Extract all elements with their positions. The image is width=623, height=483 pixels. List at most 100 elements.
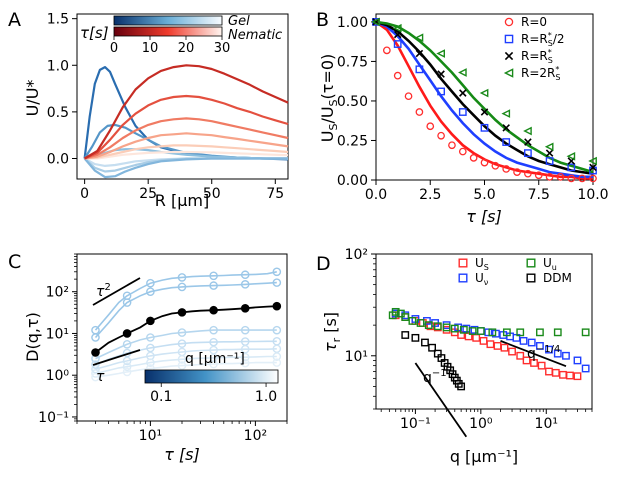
- panel-b-point: [479, 88, 489, 98]
- panel-b-point: [480, 108, 489, 116]
- panel-c-point: [177, 282, 187, 292]
- panel-a-colorbar-gel: [113, 15, 223, 26]
- panel-label-d: D: [316, 253, 331, 275]
- panel-b-point: [393, 30, 402, 39]
- panel-b-point: [589, 174, 597, 183]
- panel-d-legend: US Uu Uν DDM: [458, 256, 572, 287]
- panel-b-x-ticklabel: 10.0: [577, 187, 608, 203]
- panel-a-x-ticklabel: 75: [266, 186, 284, 202]
- panel-d-point: [484, 328, 493, 337]
- panel-c-point: [122, 298, 132, 307]
- panel-d-point: [401, 331, 410, 339]
- panel-d: D 10⁻¹ 10⁰ 10¹ 10¹ 10² q−1/4 q−1 US Uu Uν DDM q…: [316, 247, 593, 466]
- panel-d-point: [416, 319, 425, 327]
- panel-d-point: [527, 338, 536, 347]
- panel-c-point: [240, 280, 250, 289]
- panel-d-point: [457, 382, 466, 391]
- panel-d-point: [566, 371, 574, 380]
- panel-b-point: [545, 149, 554, 157]
- panel-b-x-ticklabel: 7.5: [528, 187, 550, 203]
- panel-b-legend-label: R=2R* S: [521, 65, 560, 82]
- panel-a-ticks: 0 25 50 75 0.0 0.5 1.0 1.5: [47, 12, 284, 202]
- panel-d-point: [500, 343, 509, 352]
- panel-d-point: [401, 313, 410, 321]
- panel-c-point: [240, 270, 250, 280]
- panel-b-point: [437, 131, 445, 140]
- panel-b-point: [469, 154, 478, 162]
- panel-b-ticks: 0.0 2.5 5.0 7.5 10.0 0.00 0.25 0.50 0.75 1.00: [337, 15, 609, 203]
- panel-b-point: [534, 171, 543, 180]
- panel-d-annotation-inverse: q−1: [423, 368, 447, 386]
- panel-d-series: [388, 307, 590, 438]
- panel-b-legend-label: R=0: [521, 15, 547, 29]
- panel-d-point: [442, 325, 451, 334]
- panel-c-point: [240, 304, 250, 313]
- panel-c-point: [177, 355, 187, 364]
- panel-c-point: [91, 333, 100, 342]
- panel-c-point: [146, 343, 155, 353]
- panel-b-point: [502, 165, 511, 173]
- panel-a-curve: [84, 117, 289, 160]
- panel-d-point: [536, 342, 544, 350]
- panel-d-point: [562, 351, 570, 360]
- panel-c-point: [272, 325, 282, 335]
- panel-c-xlabel: τ [s]: [164, 445, 200, 464]
- panel-d-point: [559, 370, 567, 379]
- panel-c-curve: [95, 340, 277, 366]
- panel-c-curve: [95, 348, 277, 370]
- panel-c-point: [272, 358, 282, 367]
- panel-d-point: [472, 333, 481, 342]
- panel-d-legend-marker: [458, 258, 468, 268]
- panel-b-point: [524, 149, 532, 158]
- panel-d-point: [488, 328, 497, 337]
- panel-d-point: [581, 364, 590, 373]
- panel-b-point: [459, 89, 467, 97]
- panel-c-point: [177, 361, 187, 370]
- panel-d-x-ticklabel: 10¹: [535, 416, 558, 432]
- panel-a-y-ticklabel: 1.5: [47, 12, 69, 28]
- panel-d-point: [581, 328, 590, 337]
- panel-d-xlabel: q [μm⁻¹]: [450, 447, 518, 466]
- panel-a-x-ticklabel: 25: [139, 186, 157, 202]
- panel-c-point: [122, 339, 132, 349]
- panel-b-point: [437, 70, 445, 78]
- panel-b-point: [588, 156, 597, 166]
- panel-d-point: [408, 317, 417, 325]
- panel-b-point: [415, 49, 424, 58]
- panel-c-curve: [94, 271, 277, 331]
- panel-c-annotation-tau: τ: [96, 369, 105, 385]
- panel-d-legend-label: Uu: [543, 256, 557, 272]
- panel-d-point: [401, 311, 410, 320]
- panel-b-point: [393, 40, 402, 48]
- panel-b-point: [545, 172, 554, 181]
- panel-a-curve: [84, 150, 289, 160]
- panel-b-point: [414, 33, 424, 43]
- panel-b-point: [436, 49, 445, 58]
- panel-b-point: [480, 158, 489, 167]
- panel-d-point: [508, 347, 516, 356]
- panel-c-point: [177, 308, 187, 317]
- panel-b-xlabel: τ [s]: [466, 207, 502, 226]
- panel-d-legend-marker: [526, 258, 536, 268]
- panel-c-colorbar-ticklabel: 0.1: [150, 389, 172, 405]
- panel-a-colorbar-ticklabel: 0: [110, 41, 118, 56]
- panel-b-legend: R=0 R=R* S/2R=R* SR=2R* S: [503, 15, 565, 82]
- panel-b-x-ticklabel: 5.0: [473, 187, 495, 203]
- panel-d-point: [530, 359, 538, 367]
- panel-c-x-ticklabel: 10¹: [139, 428, 162, 444]
- panel-b-point: [448, 141, 456, 150]
- panel-c-y-ticklabel: 10¹: [46, 326, 69, 342]
- panel-d-point: [476, 327, 485, 335]
- panel-c-point: [146, 358, 155, 367]
- panel-b-ylabel: US/US(τ=0): [318, 54, 340, 143]
- panel-label-c: C: [8, 251, 21, 273]
- panel-a-y-ticklabel: 0.5: [47, 105, 69, 121]
- panel-label-b: B: [316, 9, 329, 31]
- panel-c-point: [209, 359, 218, 369]
- panel-a-colorbar-ticklabel: 10: [142, 41, 159, 56]
- panel-d-y-ticklabel: 10²: [345, 247, 368, 263]
- panel-b-point: [458, 108, 467, 116]
- panel-d-x-ticklabel: 10⁻¹: [400, 416, 431, 432]
- panel-c-point: [240, 344, 250, 354]
